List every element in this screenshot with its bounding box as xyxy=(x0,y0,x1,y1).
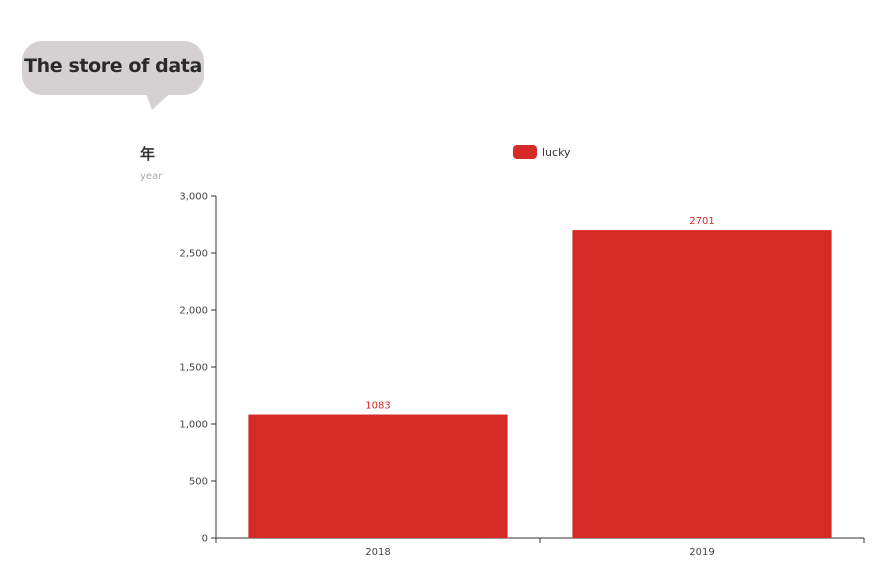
x-tick-label: 2019 xyxy=(689,547,714,558)
chart-subtitle: year xyxy=(140,171,163,182)
y-tick-label: 500 xyxy=(189,477,208,488)
bubble-text: The store of data xyxy=(24,55,202,77)
y-tick-label: 1,500 xyxy=(179,363,208,374)
speech-bubble-tail xyxy=(144,88,176,110)
data-label: 1083 xyxy=(365,401,390,412)
x-tick-label: 2018 xyxy=(365,547,390,558)
speech-bubble: The store of data xyxy=(22,41,204,95)
y-tick-label: 3,000 xyxy=(179,192,208,203)
y-tick-label: 0 xyxy=(202,534,208,545)
y-tick-label: 2,000 xyxy=(179,306,208,317)
legend-label: lucky xyxy=(542,145,571,159)
bar xyxy=(248,414,508,538)
legend-swatch xyxy=(513,145,537,159)
chart-title: 年 xyxy=(140,145,156,163)
data-label: 2701 xyxy=(689,216,714,227)
bar xyxy=(572,230,832,538)
y-tick-label: 1,000 xyxy=(179,420,208,431)
legend[interactable]: lucky xyxy=(513,145,571,159)
y-tick-label: 2,500 xyxy=(179,249,208,260)
